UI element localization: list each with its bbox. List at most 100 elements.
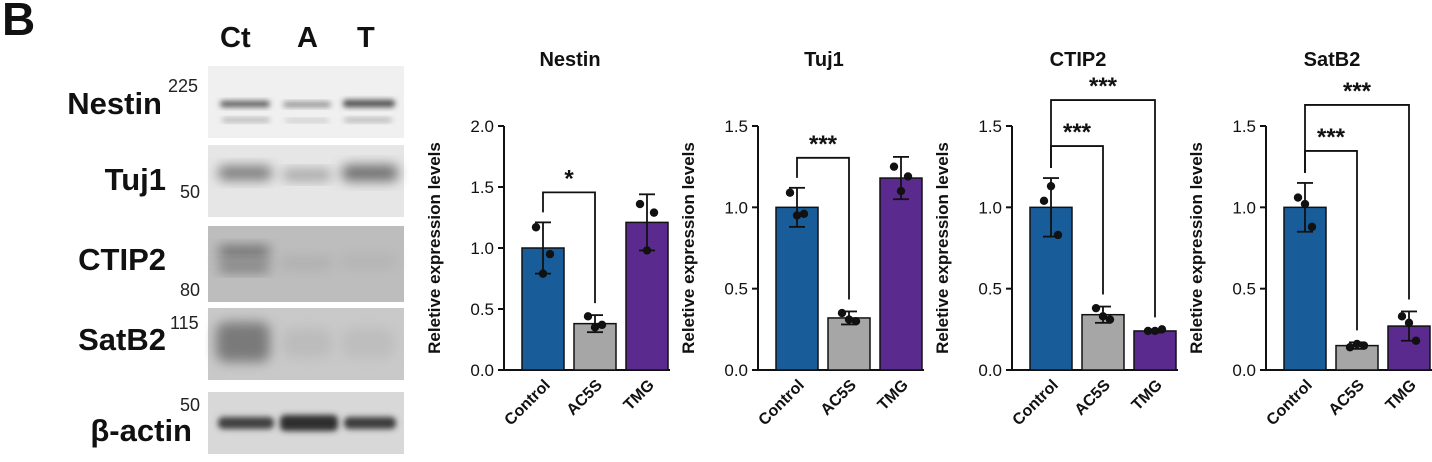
x-tick-label: TMG [1383, 377, 1420, 414]
data-point [635, 199, 645, 209]
protein-label-ctip2: CTIP2 [78, 242, 166, 277]
blot-strip-nestin [208, 66, 404, 138]
data-point [1143, 326, 1153, 336]
data-point [799, 209, 809, 219]
blot-strip-satb2 [208, 308, 404, 380]
mw-label-nestin: 225 [168, 76, 199, 96]
mw-label-satb2: 115 [170, 313, 199, 333]
significance-label: *** [1317, 124, 1346, 151]
data-point [1150, 326, 1160, 336]
significance-label: *** [809, 131, 838, 158]
protein-label-tuj1: Tuj1 [104, 162, 166, 197]
significance-label: * [564, 165, 574, 192]
y-tick-label: 1.5 [470, 178, 494, 197]
chart-ctip2: CTIP2 Reletive expression levels 0.0 0.5 1.0… [930, 0, 1182, 462]
data-point [590, 323, 600, 332]
x-tick-label: TMG [1129, 377, 1166, 414]
chart-title: SatB2 [1304, 49, 1361, 71]
data-point [792, 211, 802, 220]
significance-bracket [1050, 99, 1156, 318]
bar-control [775, 206, 819, 371]
data-point [545, 249, 555, 259]
chart-title: Nestin [539, 49, 600, 71]
data-point [1345, 343, 1355, 352]
x-tick-label: AC5S [564, 377, 606, 419]
y-tick-label: 1.0 [1232, 198, 1256, 217]
y-tick-label: 0.0 [978, 361, 1002, 380]
y-tick-label: 1.5 [724, 117, 748, 136]
data-point [1039, 196, 1049, 206]
bar-tmg [1133, 330, 1177, 371]
mw-label-beta-actin: 50 [180, 395, 201, 415]
data-point [1404, 318, 1414, 328]
blot-strip-ctip2 [208, 226, 404, 302]
data-point [538, 269, 548, 278]
blot-strip-tuj1 [208, 145, 404, 217]
y-tick-label: 1.0 [470, 239, 494, 258]
protein-label-beta-actin: β-actin [90, 413, 192, 448]
data-point [1053, 230, 1063, 240]
x-tick-label: Control [756, 377, 808, 429]
y-tick-label: 1.0 [724, 198, 748, 217]
bar-tmg [879, 177, 923, 371]
data-point [1157, 325, 1167, 334]
data-point [844, 315, 854, 324]
data-point [1098, 312, 1108, 321]
x-tick-label: Control [502, 377, 554, 429]
y-tick-label: 0.0 [1232, 361, 1256, 380]
protein-label-nestin: Nestin [67, 86, 162, 121]
panel-label: B [2, 0, 36, 45]
blot-strip-beta-actin [208, 392, 404, 454]
chart-svg: CTIP2 Reletive expression levels 0.0 0.5 1.0… [933, 49, 1182, 429]
data-point [896, 186, 906, 196]
chart-satb2: SatB2 Reletive expression levels 0.0 0.5 1.0… [1184, 0, 1432, 462]
protein-label-satb2: SatB2 [78, 322, 166, 357]
lane-label-a: A [297, 22, 318, 54]
data-point [1359, 341, 1369, 350]
chart-tuj1: Tuj1 Reletive expression levels 0.0 0.5 1.0 1… [676, 0, 928, 462]
x-tick-label: Control [1010, 377, 1062, 429]
significance-label: *** [1063, 119, 1092, 146]
x-tick-label: Control [1264, 377, 1316, 429]
x-tick-label: AC5S [1072, 377, 1114, 419]
data-point [903, 172, 913, 181]
data-point [1105, 315, 1115, 324]
y-tick-label: 0.0 [724, 361, 748, 380]
lane-label-ct: Ct [220, 22, 251, 54]
significance-bracket [542, 191, 596, 304]
y-tick-label: 0.5 [978, 280, 1002, 299]
significance-bracket [1304, 104, 1410, 300]
significance-bracket [796, 156, 850, 300]
y-tick-label: 1.0 [978, 198, 1002, 217]
data-point [1352, 339, 1362, 349]
data-point [1293, 193, 1303, 202]
data-point [1091, 303, 1101, 313]
data-point [531, 223, 541, 232]
chart-nestin: Nestin Reletive expression levels 0.0 0.5 1.… [422, 0, 674, 462]
data-point [642, 246, 652, 255]
chart-svg: SatB2 Reletive expression levels 0.0 0.5 1.0… [1187, 49, 1432, 429]
bar-ac5s [827, 317, 871, 371]
x-tick-label: AC5S [818, 377, 860, 419]
y-tick-label: 2.0 [470, 117, 494, 136]
data-point [597, 320, 607, 330]
y-tick-label: 1.5 [978, 117, 1002, 136]
data-point [1046, 181, 1056, 191]
y-axis-label: Reletive expression levels [679, 142, 698, 354]
data-point [1300, 199, 1310, 209]
western-blot [208, 66, 404, 454]
mw-label-tuj1: 50 [180, 182, 201, 202]
bar-control [1283, 206, 1327, 371]
chart-svg: Tuj1 Reletive expression levels 0.0 0.5 1.0 1… [679, 49, 928, 429]
data-point [1307, 222, 1317, 232]
x-tick-label: TMG [875, 377, 912, 414]
significance-label: *** [1089, 73, 1118, 100]
y-tick-label: 0.5 [1232, 280, 1256, 299]
y-tick-label: 0.5 [470, 300, 494, 319]
chart-title: CTIP2 [1050, 49, 1107, 71]
y-axis-label: Reletive expression levels [933, 142, 952, 354]
bar-ac5s [1081, 313, 1125, 371]
data-point [785, 188, 795, 197]
chart-svg: Nestin Reletive expression levels 0.0 0.5 1.… [425, 49, 674, 429]
bar-ac5s [1335, 344, 1379, 371]
